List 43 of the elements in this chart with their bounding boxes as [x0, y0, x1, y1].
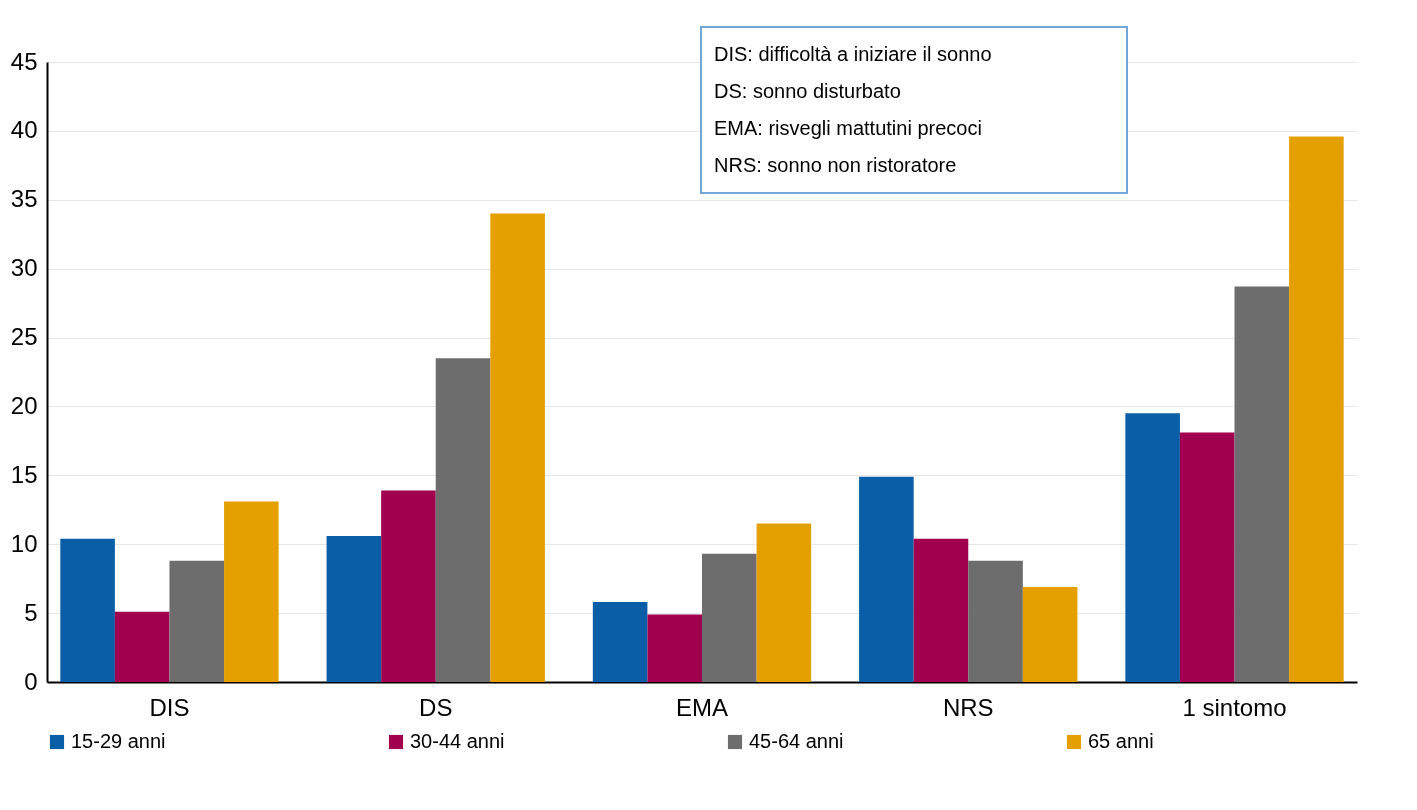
- y-tick-label: 10: [10, 529, 38, 557]
- bar: [913, 538, 969, 682]
- x-tick-label: EMA: [675, 693, 729, 721]
- y-tick-label: 40: [10, 116, 38, 144]
- y-tick-label: 15: [10, 460, 38, 488]
- x-tick-label: DIS: [149, 693, 190, 721]
- bar: [381, 490, 436, 682]
- bar: [490, 213, 545, 682]
- bar: [326, 535, 382, 682]
- bar: [1234, 286, 1290, 682]
- bar: [1289, 136, 1344, 682]
- bar: [592, 602, 648, 682]
- x-tick-label: NRS: [942, 693, 994, 721]
- annotation: DS: sonno disturbato: [714, 79, 902, 104]
- bar: [435, 358, 491, 682]
- bar: [224, 501, 279, 682]
- y-tick-label: 45: [10, 47, 38, 75]
- bar: [1179, 432, 1235, 682]
- y-tick-label: 20: [10, 391, 38, 419]
- y-tick-label: 5: [24, 598, 38, 626]
- bar: [169, 560, 225, 682]
- y-tick-label: 25: [10, 323, 38, 351]
- y-tick-label: 35: [10, 185, 38, 213]
- bar: [1022, 586, 1078, 682]
- bar: [1125, 413, 1180, 682]
- x-tick-label: 1 sintomo: [1182, 693, 1287, 721]
- annotation: DIS: difficoltà a iniziare il sonno: [714, 42, 993, 67]
- bar: [968, 560, 1023, 682]
- legend-label: 65 anni: [1088, 730, 1154, 752]
- legend-label: 30-44 anni: [410, 730, 505, 752]
- y-tick-label: 30: [10, 254, 38, 282]
- legend-label: 45-64 anni: [749, 730, 844, 752]
- bar: [702, 553, 757, 682]
- bar: [756, 523, 812, 682]
- legend-label: 15-29 anni: [71, 730, 166, 752]
- bar: [114, 611, 170, 682]
- bar: [647, 614, 702, 682]
- y-tick-label: 0: [24, 667, 38, 695]
- annotation: NRS: sonno non ristoratore: [714, 153, 958, 178]
- bar: [60, 538, 115, 682]
- x-tick-label: DS: [419, 693, 453, 721]
- annotation: EMA: risvegli mattutini precoci: [714, 116, 983, 141]
- bar: [859, 476, 914, 682]
